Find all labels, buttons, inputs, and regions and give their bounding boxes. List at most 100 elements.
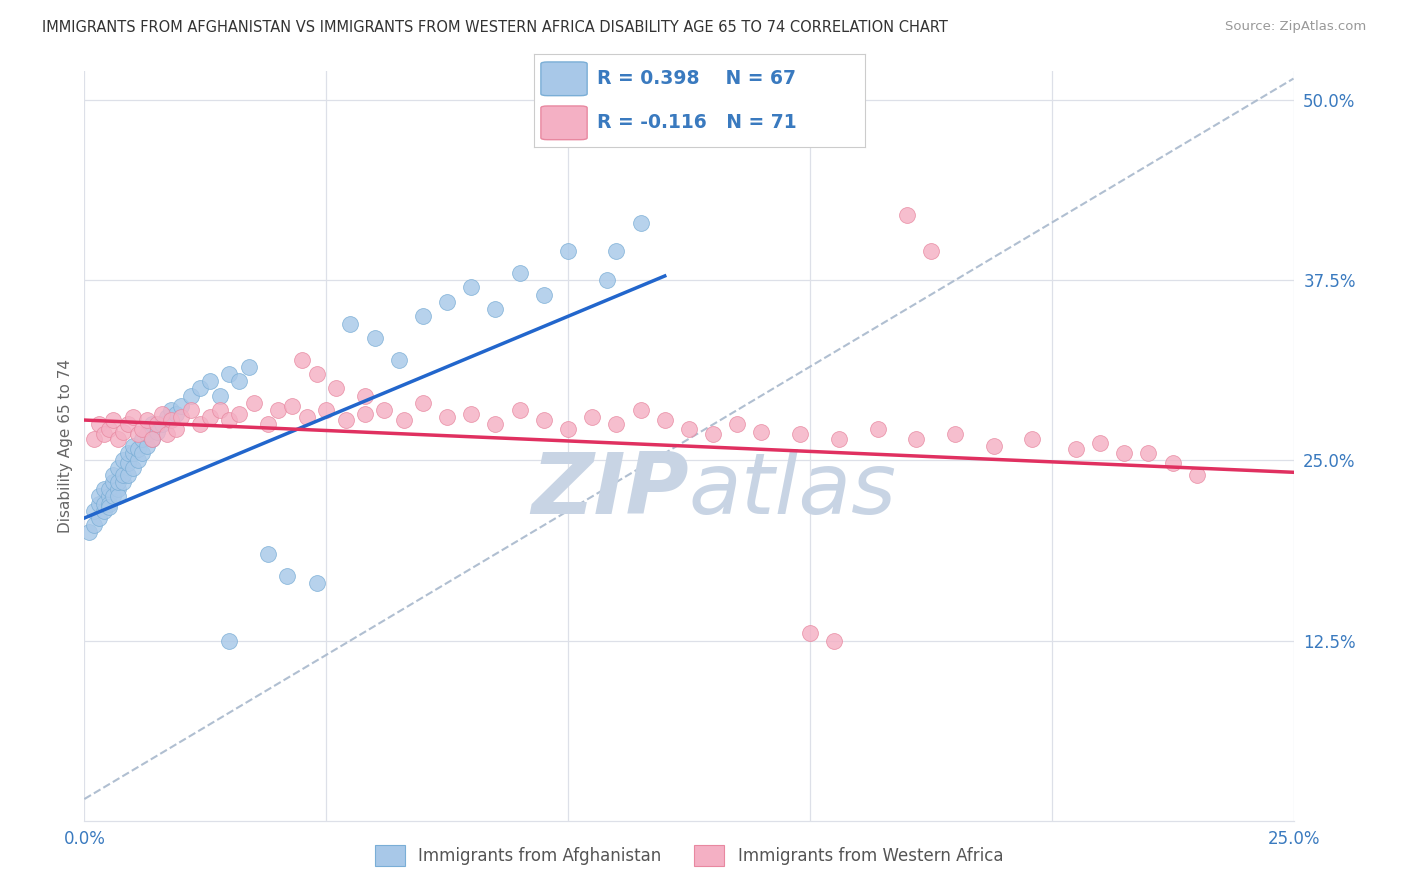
Point [136,427,159,442]
Point [87,497,110,511]
Point [630,216,652,230]
Point [117,446,139,460]
Point [136,439,159,453]
Point [1137,446,1160,460]
Text: ZIP: ZIP [531,450,689,533]
Text: R = -0.116   N = 71: R = -0.116 N = 71 [598,113,797,132]
Point [131,422,153,436]
Point [920,244,942,259]
Point [155,410,177,425]
Point [823,633,845,648]
Point [93,482,115,496]
Point [165,407,187,421]
Point [436,294,458,309]
Point [325,381,347,395]
Point [484,417,506,432]
Point [146,425,169,439]
Point [97,497,120,511]
Point [218,633,240,648]
Point [339,317,361,331]
Text: atlas: atlas [689,450,897,533]
Point [828,432,851,446]
Point [630,403,652,417]
Point [97,500,120,514]
Point [112,475,135,489]
Point [725,417,748,432]
Point [509,403,531,417]
Point [117,456,139,470]
Point [605,417,627,432]
Point [228,374,250,388]
Point [533,287,555,301]
Point [107,490,129,504]
Point [165,422,187,436]
Point [87,417,110,432]
Point [107,432,129,446]
Point [305,575,328,590]
Point [354,407,377,421]
Point [93,504,115,518]
Point [107,460,129,475]
FancyBboxPatch shape [541,62,588,95]
Point [388,352,411,367]
Point [93,497,115,511]
Point [1185,467,1208,482]
Point [605,244,627,259]
Point [170,399,193,413]
Point [460,407,482,421]
Point [799,626,821,640]
Point [896,209,918,223]
Point [1161,456,1184,470]
Point [127,442,149,456]
Point [160,403,183,417]
Point [751,425,773,439]
Point [460,280,482,294]
Point [208,403,231,417]
Point [412,396,434,410]
Point [141,417,163,432]
Point [866,422,889,436]
Point [276,568,298,582]
Point [112,453,135,467]
Point [141,432,163,446]
Point [136,413,159,427]
Point [654,413,676,427]
Point [509,266,531,280]
Point [208,388,231,402]
Point [107,482,129,496]
Point [392,413,415,427]
Point [257,417,280,432]
Point [112,467,135,482]
Point [121,446,143,460]
Point [238,359,260,374]
Point [1064,442,1087,456]
Point [117,417,139,432]
Point [121,410,143,425]
Text: R = 0.398    N = 67: R = 0.398 N = 67 [598,70,796,88]
Point [484,302,506,317]
Point [121,460,143,475]
Point [363,331,385,345]
Point [354,388,377,402]
Point [943,427,966,442]
Point [198,374,221,388]
Point [335,413,357,427]
Point [131,446,153,460]
Point [267,403,290,417]
Point [678,422,700,436]
Point [112,425,135,439]
Point [412,310,434,324]
Point [190,381,212,395]
Point [103,413,125,427]
Point [281,399,304,413]
Text: Source: ZipAtlas.com: Source: ZipAtlas.com [1226,20,1367,33]
Point [581,410,603,425]
Point [373,403,395,417]
Point [97,422,120,436]
Point [87,511,110,525]
Point [1088,436,1111,450]
Point [242,396,264,410]
Point [77,525,100,540]
Point [160,413,183,427]
Point [218,413,240,427]
